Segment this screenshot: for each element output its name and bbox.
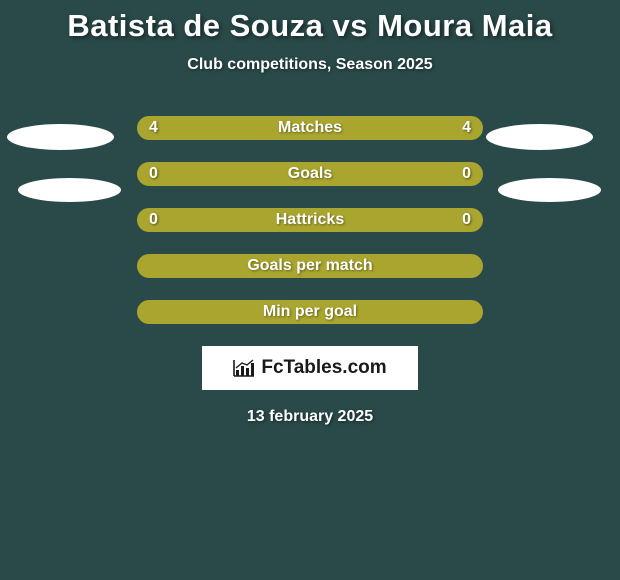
stat-bar: Goals per match <box>137 254 483 278</box>
stat-row: 0 Hattricks 0 <box>0 208 620 232</box>
stat-value-left: 4 <box>149 119 158 137</box>
decorative-ellipse <box>486 124 593 150</box>
logo-box: FcTables.com <box>202 346 418 390</box>
stat-bar: Min per goal <box>137 300 483 324</box>
comparison-card: Batista de Souza vs Moura Maia Club comp… <box>0 0 620 426</box>
stat-bar: 4 Matches 4 <box>137 116 483 140</box>
decorative-ellipse <box>18 178 121 202</box>
page-title: Batista de Souza vs Moura Maia <box>0 8 620 44</box>
stat-label: Goals <box>288 165 332 183</box>
stat-bar: 0 Goals 0 <box>137 162 483 186</box>
stat-value-right: 0 <box>462 165 471 183</box>
subtitle: Club competitions, Season 2025 <box>0 56 620 74</box>
stat-row: Min per goal <box>0 300 620 324</box>
decorative-ellipse <box>498 178 601 202</box>
stat-bar: 0 Hattricks 0 <box>137 208 483 232</box>
stat-row: Goals per match <box>0 254 620 278</box>
decorative-ellipse <box>7 124 114 150</box>
logo-text: FcTables.com <box>261 357 386 379</box>
stat-label: Matches <box>278 119 342 137</box>
stat-label: Hattricks <box>276 211 344 229</box>
bar-chart-icon <box>233 359 255 377</box>
stat-value-left: 0 <box>149 211 158 229</box>
stat-value-left: 0 <box>149 165 158 183</box>
date-label: 13 february 2025 <box>0 408 620 426</box>
stat-label: Goals per match <box>247 257 372 275</box>
stat-value-right: 4 <box>462 119 471 137</box>
stat-value-right: 0 <box>462 211 471 229</box>
stat-label: Min per goal <box>263 303 357 321</box>
